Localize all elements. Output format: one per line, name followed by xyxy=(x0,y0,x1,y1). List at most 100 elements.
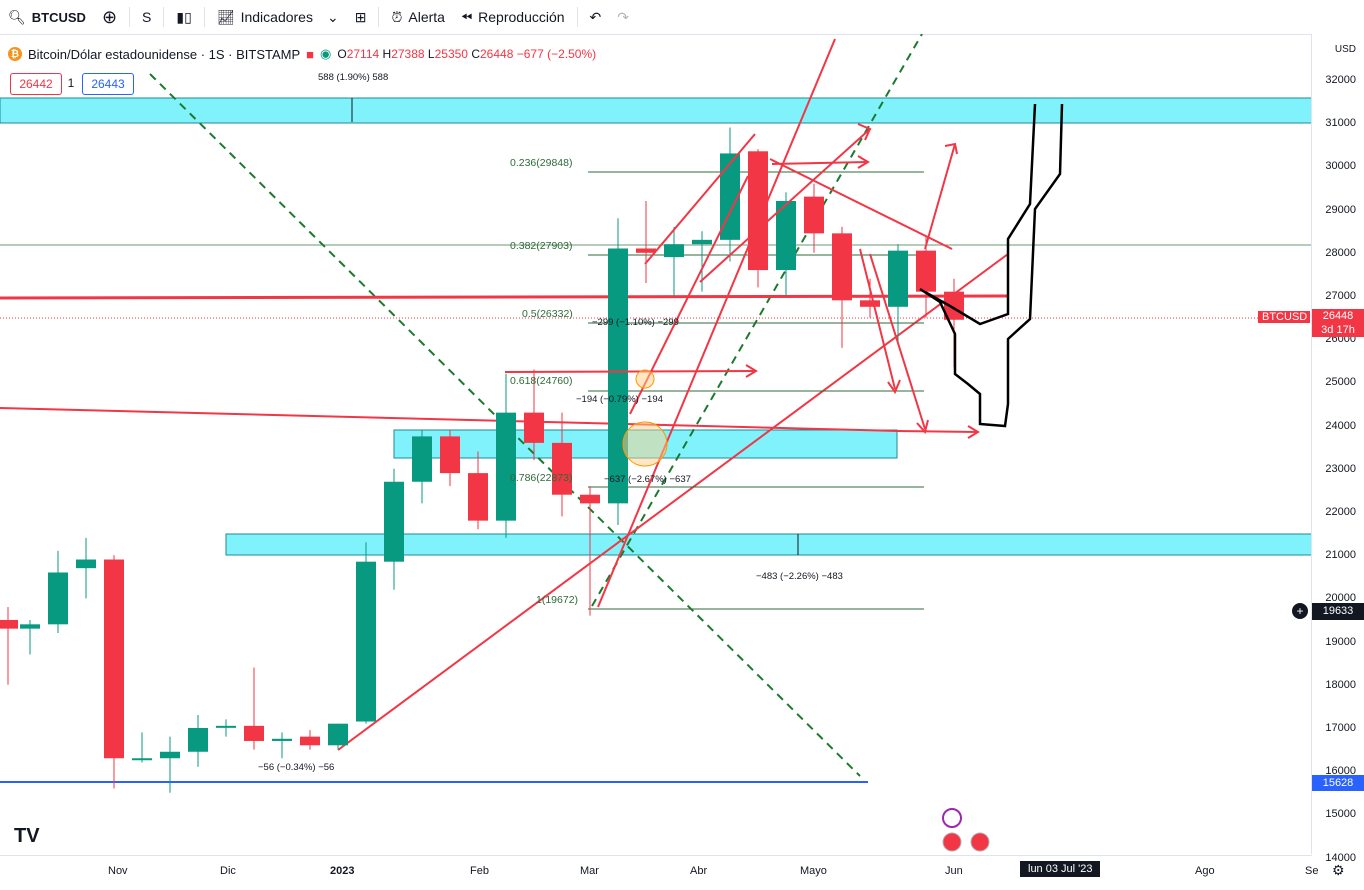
time-tick: Mayo xyxy=(800,865,827,877)
indicators-button[interactable]: 📈︎ Indicadores ⌄ xyxy=(209,0,347,34)
candle-body xyxy=(916,250,936,292)
time-tick: Feb xyxy=(470,865,489,877)
resistance-zone[interactable] xyxy=(0,97,1312,124)
measure-labels: 588 (1.90%) 588 −299 (−1.10%) −299 −194 … xyxy=(258,72,843,773)
candle-body xyxy=(0,620,18,629)
candle-body xyxy=(160,751,180,759)
symbol-label: BTCUSD xyxy=(31,9,86,25)
fib-label-1: 1(19672) xyxy=(536,594,578,606)
projection-path[interactable] xyxy=(919,103,1064,428)
candle-body xyxy=(860,300,880,307)
tradingview-logo[interactable]: TV xyxy=(14,825,40,847)
event-flag-us-icon[interactable] xyxy=(942,832,962,852)
support-price-badge: 15628 xyxy=(1312,775,1364,791)
candle-body xyxy=(76,559,96,569)
flag-icon[interactable]: ■ xyxy=(306,46,315,62)
fib-label-0618: 0.618(24760) xyxy=(510,375,572,387)
indicators-icon: 📈︎ xyxy=(216,8,235,25)
drawn-arrows[interactable] xyxy=(504,38,980,608)
eye-icon[interactable]: ◉ xyxy=(320,46,332,61)
candle-body xyxy=(216,725,236,728)
time-tick: Jun xyxy=(945,865,963,877)
measure-low: −483 (−2.26%) −483 xyxy=(756,571,843,582)
time-axis[interactable]: Nov Dic 2023 Feb Mar Abr Mayo Jun lun 03 Jul '23… xyxy=(0,855,1345,890)
interval-button[interactable]: S xyxy=(134,0,159,34)
spread-value: 1 xyxy=(67,76,75,90)
crosshair-plus-icon[interactable]: + xyxy=(1292,603,1308,619)
last-price-symbol-badge: BTCUSD xyxy=(1258,311,1310,323)
currency-label[interactable]: USD xyxy=(1334,44,1356,55)
candle-body xyxy=(888,250,908,307)
price-tick: 20000 xyxy=(1325,592,1356,605)
fib-label-0236: 0.236(29848) xyxy=(510,157,572,169)
candle-body xyxy=(748,151,768,271)
price-tick: 19000 xyxy=(1325,635,1356,648)
candle-body xyxy=(636,248,656,253)
symbol-search[interactable]: 🔍︎ BTCUSD xyxy=(0,0,94,34)
event-flash-icon[interactable] xyxy=(942,808,962,828)
crosshair-price-badge: 19633 xyxy=(1312,603,1364,620)
measure-mid3: −637 (−2.67%) −637 xyxy=(604,474,691,485)
price-tick: 24000 xyxy=(1325,419,1356,432)
alarm-icon: ⏰︎ xyxy=(391,8,403,25)
price-tick: 32000 xyxy=(1325,74,1356,86)
candle-body xyxy=(608,248,628,504)
price-tick: 17000 xyxy=(1325,722,1356,734)
candle-body xyxy=(412,436,432,482)
redo-button[interactable]: ↷ xyxy=(609,0,637,34)
add-symbol-button[interactable]: ⊕ xyxy=(94,0,125,34)
replay-button[interactable]: ⏪︎ Reproducción xyxy=(453,0,573,34)
candle-body xyxy=(664,244,684,258)
symbol-title[interactable]: Bitcoin/Dólar estadounidense · 1S · BITS… xyxy=(28,46,301,62)
candle-body xyxy=(776,200,796,271)
candles[interactable] xyxy=(0,127,964,793)
change-value: −677 (−2.50%) xyxy=(516,47,597,61)
candle-body xyxy=(496,412,516,521)
alert-label: Alerta xyxy=(408,9,445,25)
event-flag-us-icon-2[interactable] xyxy=(970,832,990,852)
candle-body xyxy=(132,758,152,761)
buy-button[interactable]: 26443 xyxy=(82,73,134,95)
chart-type-button[interactable]: ▮▯ xyxy=(168,0,199,34)
close-value: 26448 xyxy=(480,47,514,61)
measure-top: 588 (1.90%) 588 xyxy=(318,72,388,83)
candle-body xyxy=(104,559,124,759)
time-tick: Mar xyxy=(580,865,599,877)
red-horizontal-line[interactable] xyxy=(0,294,1009,300)
bitcoin-icon: ₿ xyxy=(8,47,22,61)
replay-label: Reproducción xyxy=(478,9,565,25)
open-value: 27114 xyxy=(346,47,380,61)
alert-button[interactable]: ⏰︎ Alerta xyxy=(383,0,453,34)
undo-button[interactable]: ↶ xyxy=(582,0,610,34)
grid-icon: ⊞ xyxy=(354,8,367,25)
price-axis[interactable]: USD 32000 31000 30000 29000 28000 27000 26000 2… xyxy=(1258,34,1364,864)
settings-gear-icon[interactable]: ⚙ xyxy=(1332,862,1345,878)
price-tick: 30000 xyxy=(1325,160,1356,173)
price-chart[interactable]: 0.236(29848) 0.382(27903) 0.5(26332) 0.6… xyxy=(0,34,1312,855)
last-price-badge: 26448 3d 17h xyxy=(1312,309,1364,337)
red-declining-line[interactable] xyxy=(0,407,899,432)
candle-body xyxy=(272,738,292,741)
price-tick: 18000 xyxy=(1325,678,1356,691)
price-tick: 25000 xyxy=(1325,376,1356,389)
candle-body xyxy=(20,624,40,629)
low-value: 25350 xyxy=(434,47,468,61)
highlight-circle-small[interactable] xyxy=(635,369,655,389)
highlight-circle-large[interactable] xyxy=(622,421,668,467)
candle-body xyxy=(804,196,824,234)
candle-body xyxy=(468,473,488,521)
candle-body xyxy=(328,723,348,746)
sell-button[interactable]: 26442 xyxy=(10,73,62,95)
candle-body xyxy=(440,436,460,474)
candle-body xyxy=(552,442,572,495)
support-zone[interactable] xyxy=(225,533,1312,556)
candle-body xyxy=(580,494,600,504)
measure-mid1: −299 (−1.10%) −299 xyxy=(592,317,679,328)
price-tick: 14000 xyxy=(1325,851,1356,864)
dashed-trendline-up[interactable] xyxy=(591,34,923,607)
candle-body xyxy=(188,728,208,752)
last-price-value: 26448 xyxy=(1322,310,1354,322)
dashed-trendline-down[interactable] xyxy=(149,73,861,777)
candle-body xyxy=(832,233,852,301)
layouts-button[interactable]: ⊞ xyxy=(347,0,375,34)
